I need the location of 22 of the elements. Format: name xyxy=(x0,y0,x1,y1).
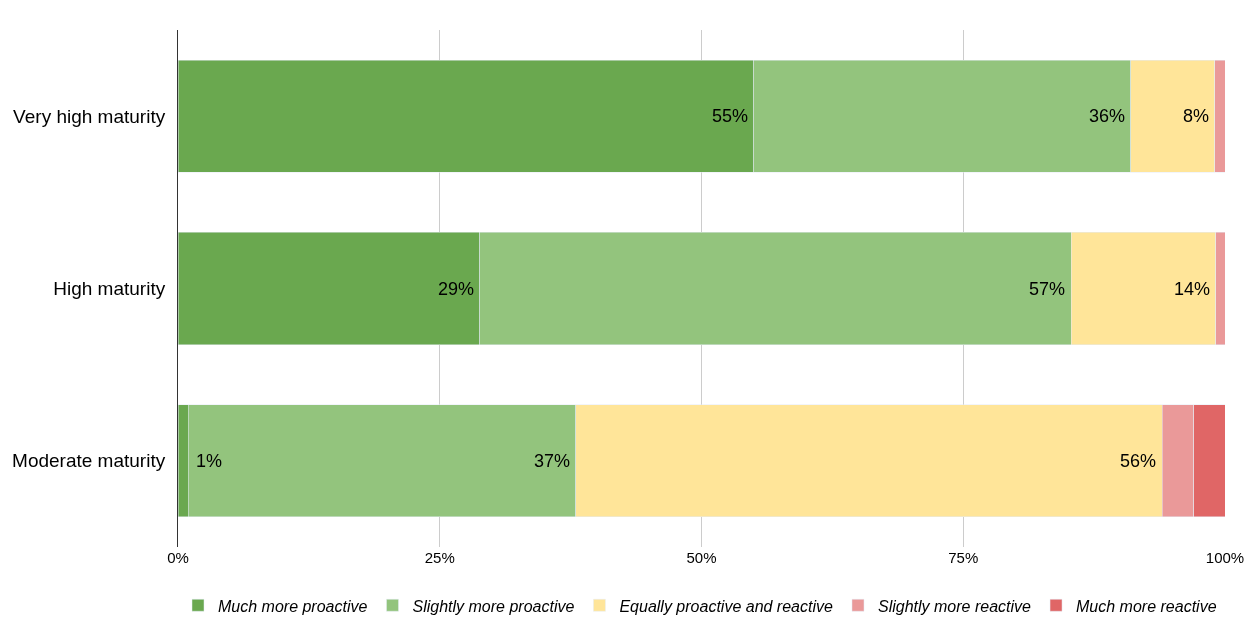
legend-label: Slightly more reactive xyxy=(877,597,1032,615)
legend-label: Much more proactive xyxy=(218,597,368,615)
legend-label: Much more reactive xyxy=(1076,597,1217,615)
data-label: 1% xyxy=(196,451,223,471)
y-tick-label: High maturity xyxy=(53,278,166,300)
data-label: 14% xyxy=(1174,279,1211,299)
x-tick-label: 0% xyxy=(167,549,189,566)
legend-label: Slightly more proactive xyxy=(412,597,575,615)
data-label: 29% xyxy=(438,279,475,299)
legend-label: Equally proactive and reactive xyxy=(619,597,833,615)
x-tick-label: 100% xyxy=(1205,549,1245,566)
x-tick-label: 75% xyxy=(948,549,979,566)
data-label: 36% xyxy=(1089,106,1126,126)
y-tick-label: Very high maturity xyxy=(13,105,166,127)
x-tick-label: 50% xyxy=(686,549,717,566)
data-label: 8% xyxy=(1183,106,1210,126)
data-label: 56% xyxy=(1120,451,1157,471)
data-label: 57% xyxy=(1029,279,1066,299)
data-label: 55% xyxy=(712,106,749,126)
x-tick-label: 25% xyxy=(424,549,455,566)
data-label: 37% xyxy=(534,451,571,471)
y-tick-label: Moderate maturity xyxy=(12,450,166,472)
